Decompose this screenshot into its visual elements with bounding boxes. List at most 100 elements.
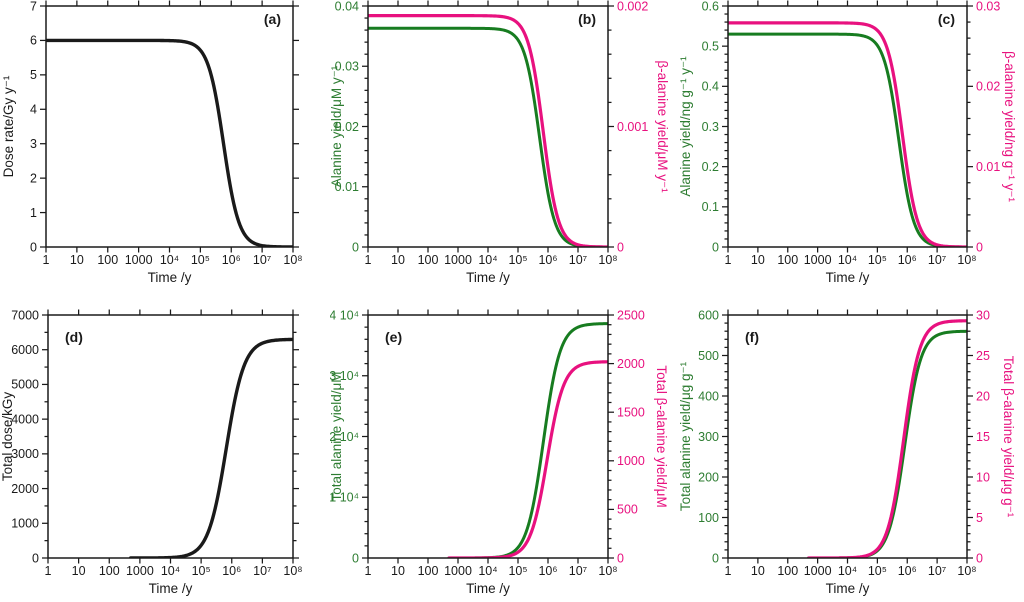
y-tick-label-left: 0.01: [335, 180, 359, 194]
x-tick-label: 10⁷: [253, 564, 272, 578]
panel-e-plot: 1 10 100 1000 10⁴ 10⁵ 10⁶ 10⁷ 10⁸ Time /y 0 1 10⁴ 2 …: [330, 308, 669, 596]
y-tick-label-left: 0.4: [702, 80, 719, 94]
panel-letter: (e): [385, 329, 402, 345]
x-tick-label: 10⁸: [598, 253, 617, 267]
y-tick-label-left: 0: [352, 551, 359, 565]
y-tick-label-right: 0: [976, 551, 983, 565]
panel-a-axes: [40, 0, 299, 253]
x-tick-label: 10⁸: [283, 253, 302, 267]
panel-letter: (a): [264, 11, 281, 27]
left-axis-title: Total alanine yield/μg g⁻¹: [678, 361, 693, 511]
x-tick-label: 100: [97, 253, 118, 267]
right-axis-title: Total β-alanine yield/μg g⁻¹: [1001, 356, 1016, 518]
y-tick-label-left: 200: [698, 470, 719, 484]
x-axis-title: Time /y: [466, 270, 510, 285]
x-tick-label: 100: [777, 564, 798, 578]
x-tick-label: 10⁸: [957, 564, 976, 578]
y-tick-label-left: 0.02: [335, 120, 359, 134]
x-tick-label: 10⁵: [868, 253, 887, 267]
x-axis-title: Time /y: [466, 581, 510, 596]
curve-alanine-yield: [368, 26, 608, 247]
x-tick-label: 10⁶: [538, 564, 557, 578]
y-tick-label-right: 0: [976, 240, 983, 254]
y-tick-label-left: 0.1: [702, 200, 719, 214]
y-tick-label-right: 0.001: [617, 120, 648, 134]
x-tick-label: 10⁷: [253, 253, 272, 267]
x-tick-label: 1: [725, 253, 732, 267]
x-tick-label: 1000: [804, 253, 832, 267]
panel-e-total-alanine-uM: 1 10 100 1000 10⁴ 10⁵ 10⁶ 10⁷ 10⁸ Time /y 0 1 10⁴ 2 …: [330, 301, 670, 602]
y-tick-label-right: 500: [617, 503, 638, 517]
y-tick-label-left: 1000: [11, 517, 39, 531]
x-tick-label: 10⁴: [161, 564, 180, 578]
y-tick-label-left: 0: [712, 240, 719, 254]
right-axis-title: β-alanine yield/ng g⁻¹ y⁻¹: [1002, 51, 1017, 203]
x-tick-label: 10⁵: [508, 564, 527, 578]
y-tick-label-left: 300: [698, 430, 719, 444]
y-tick-label-right: 25: [976, 349, 990, 363]
x-tick-label: 10: [391, 564, 405, 578]
y-tick-label-left: 0.03: [335, 60, 359, 74]
y-tick-label-left: 7: [30, 0, 37, 13]
y-tick-label-left: 2: [30, 171, 37, 185]
x-tick-label: 10⁵: [508, 253, 527, 267]
plot-frame: [367, 314, 609, 559]
x-tick-label: 10: [391, 253, 405, 267]
x-axis-title: Time /y: [826, 581, 870, 596]
y-tick-label-left: 4 10⁴: [330, 308, 359, 322]
y-tick-label-left: 4: [30, 103, 37, 117]
x-tick-label: 100: [777, 253, 798, 267]
x-axis-title: Time /y: [148, 270, 192, 285]
panel-c-alanine-yield-ng: 1 10 100 1000 10⁴ 10⁵ 10⁶ 10⁷ 10⁸ Time /y 0 0.1 0.2 0…: [670, 0, 1024, 300]
left-axis-title: Alanine yield/ng g⁻¹ y⁻¹: [678, 56, 693, 197]
plot-frame: [45, 5, 294, 248]
panel-c-curves: [728, 21, 967, 247]
x-tick-label: 10⁶: [222, 253, 241, 267]
x-axis-title: Time /y: [149, 581, 193, 596]
panel-c-plot: 1 10 100 1000 10⁴ 10⁵ 10⁶ 10⁷ 10⁸ Time /y 0 0.1 0.2 0…: [678, 0, 1017, 285]
curve-dose-rate: [46, 38, 293, 247]
y-tick-label-right: 0.01: [976, 160, 1000, 174]
x-tick-label: 10: [72, 564, 86, 578]
x-tick-label: 10⁷: [569, 564, 588, 578]
x-tick-label: 10⁶: [898, 564, 917, 578]
plot-frame: [367, 5, 609, 248]
y-tick-label-left: 5: [30, 68, 37, 82]
y-tick-label-right: 5: [976, 511, 983, 525]
y-tick-label-left: 0: [352, 240, 359, 254]
y-tick-label-left: 1: [30, 206, 37, 220]
x-tick-label: 10⁵: [868, 564, 887, 578]
panel-e-curves: [447, 322, 608, 558]
y-tick-label-right: 2000: [617, 357, 645, 371]
y-tick-label-right: 20: [976, 389, 990, 403]
x-tick-label: 1: [365, 564, 372, 578]
x-tick-label: 10⁸: [957, 253, 976, 267]
x-tick-label: 10⁵: [191, 253, 210, 267]
x-tick-label: 10: [751, 564, 765, 578]
y-tick-label-left: 0.2: [702, 160, 719, 174]
plot-frame: [47, 314, 294, 559]
x-tick-label: 1000: [444, 564, 472, 578]
x-tick-label: 10⁴: [478, 253, 497, 267]
x-tick-label: 1: [365, 253, 372, 267]
y-tick-label-right: 0.02: [976, 80, 1000, 94]
x-tick-label: 10⁶: [222, 564, 241, 578]
y-tick-label-right: 10: [976, 470, 990, 484]
y-tick-label-left: 100: [698, 511, 719, 525]
curve-total-beta-alanine-yield: [807, 319, 967, 558]
y-tick-label-left: 7000: [11, 308, 39, 322]
x-tick-label: 10⁴: [838, 564, 857, 578]
x-tick-label: 1: [725, 564, 732, 578]
x-tick-label: 10⁴: [160, 253, 179, 267]
y-tick-label-left: 0: [30, 240, 37, 254]
x-tick-label: 10⁷: [569, 253, 588, 267]
panel-b-plot: 1 10 100 1000 10⁴ 10⁵ 10⁶ 10⁷ 10⁸ Time /y 0 0.01 0.0…: [330, 0, 670, 285]
x-tick-label: 10⁴: [838, 253, 857, 267]
y-tick-label-right: 2500: [617, 308, 645, 322]
x-tick-label: 10⁶: [538, 253, 557, 267]
panel-c-axes: [722, 0, 973, 253]
y-tick-label-left: 0: [712, 551, 719, 565]
x-tick-label: 10⁸: [598, 564, 617, 578]
